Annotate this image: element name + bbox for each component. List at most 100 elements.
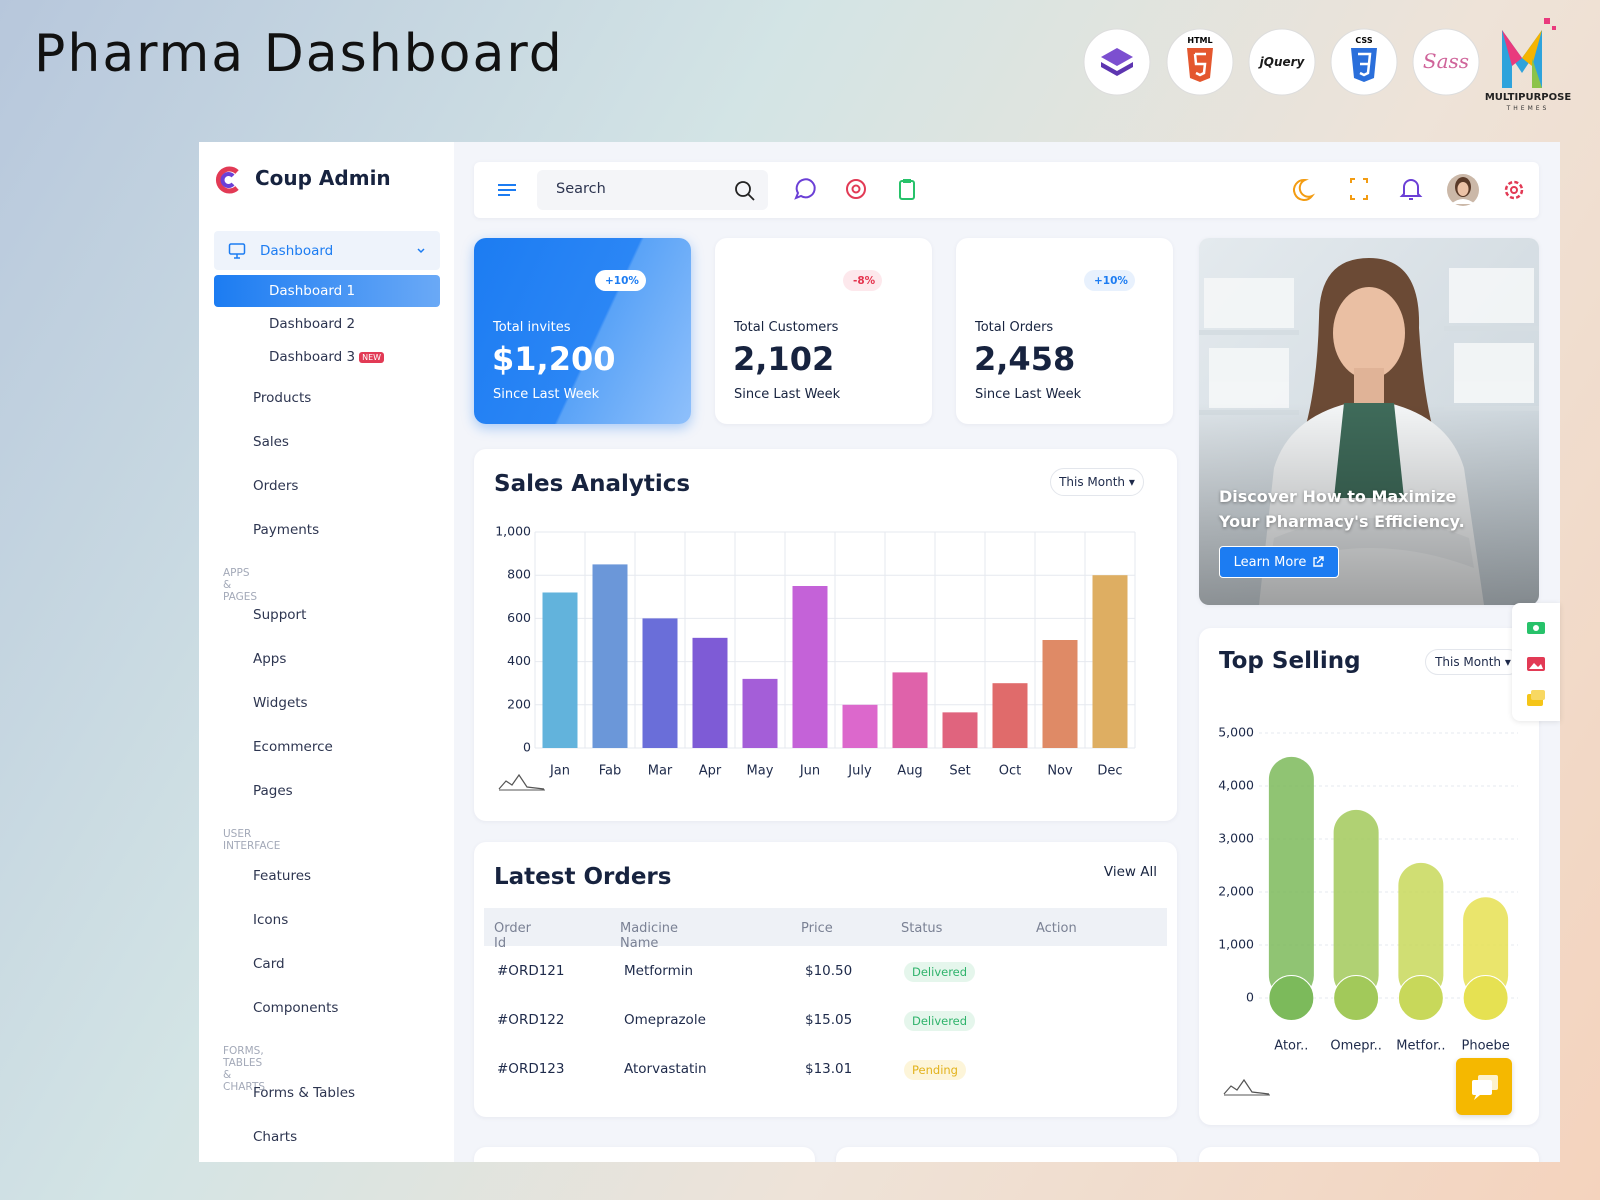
x-tick-label: Jan (549, 764, 570, 779)
icon (223, 738, 241, 756)
period-filter[interactable]: This Month ▾ (1050, 468, 1144, 496)
sidebar: Coup Admin Dashboard Dashboard 1 Dashboar… (199, 142, 454, 1162)
y-tick-label: 0 (1246, 990, 1254, 1005)
notification-icon[interactable] (1399, 179, 1423, 200)
menu-item[interactable]: Apps (223, 645, 433, 673)
stat-value: $1,200 (492, 340, 616, 378)
y-tick-label: 800 (507, 567, 531, 582)
menu-item[interactable]: Payments (223, 516, 433, 544)
promo-card: Discover How to Maximize Your Pharmacy's… (1199, 238, 1539, 605)
y-tick-label: 0 (523, 740, 531, 755)
icon (223, 955, 241, 973)
chat-button[interactable] (1456, 1058, 1512, 1115)
side-tools (1512, 603, 1560, 721)
filter-label: This Month (1059, 475, 1126, 489)
submenu-item[interactable]: Dashboard 3 NEW (214, 341, 440, 373)
submenu-item[interactable]: Dashboard 1 (214, 275, 440, 307)
bar-base (1462, 975, 1509, 1021)
page-title: Pharma Dashboard (34, 24, 564, 84)
mention-icon[interactable] (846, 179, 866, 199)
menu-item[interactable]: Components (223, 994, 433, 1022)
search-box[interactable]: Search (537, 170, 768, 210)
y-tick-label: 200 (507, 696, 531, 711)
menu-item[interactable]: Support (223, 601, 433, 629)
stat-label: Total invites (493, 320, 571, 335)
menu-item[interactable]: Icons (223, 906, 433, 934)
menu-item[interactable]: Pages (223, 777, 433, 805)
tech-badges: HTML jQuery CSS Sass MULTIPURPOSE THEMES (1083, 18, 1571, 112)
menu-item[interactable]: Features (223, 862, 433, 890)
section-title: FORMS, TABLES & CHARTS (223, 1045, 266, 1093)
view-all-link[interactable]: View All (1103, 864, 1157, 880)
column-header: Action (1036, 921, 1077, 936)
y-tick-label: 600 (507, 610, 531, 625)
medicine-name: Metformin (624, 963, 694, 979)
bar (1042, 640, 1078, 748)
status-badge: Delivered (904, 1011, 976, 1031)
icon (223, 867, 241, 885)
change-value: +10% (1094, 274, 1128, 287)
column-header: Price (801, 921, 833, 936)
order-id: #ORD122 (497, 1012, 565, 1028)
y-tick-label: 4,000 (1218, 778, 1254, 793)
bar (942, 712, 978, 748)
x-tick-label: May (747, 764, 774, 779)
icon (223, 521, 241, 539)
menu-label: Forms & Tables (253, 1085, 356, 1101)
menu-label: Dashboard (260, 242, 334, 259)
submenu-label: Dashboard 1 (269, 283, 356, 299)
x-tick-label: Mar (648, 764, 673, 779)
menu-label: Widgets (253, 695, 308, 711)
menu-item[interactable]: Ecommerce (223, 733, 433, 761)
sparkline-icon (498, 773, 545, 790)
column-header: Madicine Name (620, 921, 679, 951)
badge-label: HTML (1187, 36, 1212, 45)
menu-item[interactable]: Card (223, 950, 433, 978)
stat-label: Total Customers (734, 320, 839, 335)
theme-toggle[interactable] (1293, 178, 1316, 201)
price: $13.01 (805, 1061, 853, 1077)
bar (842, 704, 878, 748)
menu-item[interactable]: Orders (223, 472, 433, 500)
column-header: Order Id (494, 921, 531, 951)
badge-bootstrap (1083, 28, 1151, 96)
menu-item[interactable]: Forms & Tables (223, 1079, 433, 1107)
submenu-item[interactable]: Dashboard 2 (214, 308, 440, 340)
latest-orders-card: Latest Orders View All Order Id Madicine … (474, 842, 1177, 1117)
menu-label: Apps (253, 651, 287, 667)
stat-card: -8% Total Customers 2,102 Since Last Week (715, 238, 932, 424)
menu-item[interactable]: Products (223, 384, 433, 412)
menu-item[interactable]: Charts (223, 1123, 433, 1151)
status-badge: Delivered (904, 962, 976, 982)
menu-dashboard[interactable]: Dashboard (214, 231, 440, 270)
menu-label: Support (253, 607, 307, 623)
bar (792, 586, 828, 748)
learn-more-button[interactable]: Learn More (1219, 546, 1339, 578)
menu-item[interactable]: Sales (223, 428, 433, 456)
stat-value: 2,458 (974, 340, 1076, 378)
external-icon (1313, 556, 1325, 567)
x-tick-label: Phoebe (1461, 1039, 1509, 1054)
y-tick-label: 1,000 (1218, 937, 1254, 952)
icon (223, 433, 241, 451)
stat-note: Since Last Week (734, 387, 841, 402)
icon (228, 242, 246, 259)
menu-item[interactable]: Widgets (223, 689, 433, 717)
filter-label: This Month (1435, 655, 1502, 669)
menu-label: Icons (253, 912, 289, 928)
menu-toggle[interactable] (496, 180, 518, 200)
icon (223, 650, 241, 668)
clipboard-icon[interactable] (899, 179, 915, 200)
right-icons (1293, 174, 1524, 206)
chat-icon[interactable] (794, 178, 816, 200)
search-placeholder: Search (556, 181, 606, 197)
avatar[interactable] (1447, 174, 1479, 206)
y-tick-label: 5,000 (1218, 725, 1254, 740)
sparkline-icon (1223, 1078, 1270, 1095)
fullscreen-icon[interactable] (1350, 178, 1368, 200)
menu-label: Orders (253, 478, 299, 494)
settings-icon[interactable] (1504, 180, 1524, 200)
menu-label: Charts (253, 1129, 298, 1145)
